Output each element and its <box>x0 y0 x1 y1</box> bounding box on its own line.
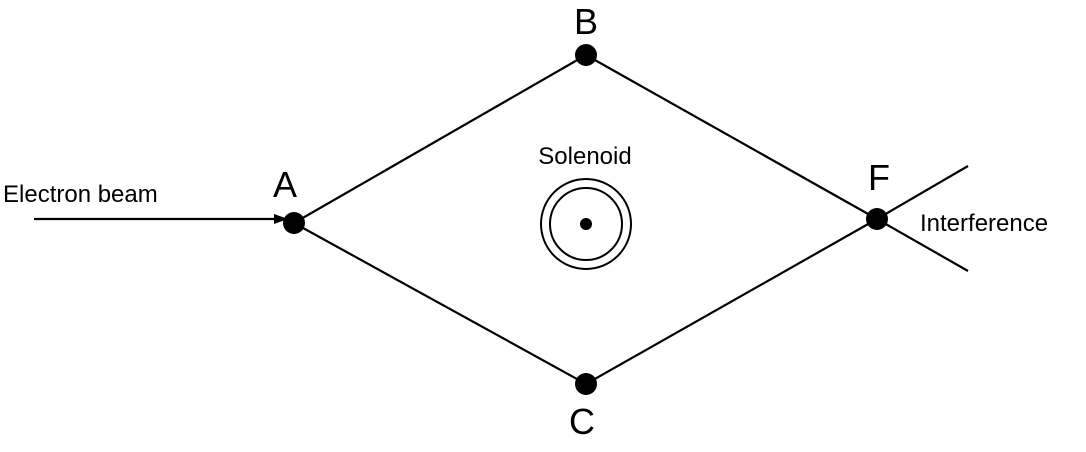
solenoid-outer-ring <box>540 178 632 270</box>
node-b <box>575 44 597 66</box>
node-f <box>866 208 888 230</box>
path-a-c <box>293 222 587 385</box>
solenoid-symbol <box>540 178 632 270</box>
node-b-label: B <box>574 1 598 42</box>
path-b-f <box>585 54 878 220</box>
solenoid-inner-ring <box>549 187 623 261</box>
interference-line-lower <box>876 218 969 272</box>
node-f-label: F <box>868 157 890 198</box>
path-a-b <box>293 54 587 224</box>
solenoid-label: Solenoid <box>538 143 631 170</box>
node-c-label: C <box>569 401 595 442</box>
node-a-label: A <box>273 164 297 205</box>
electron-beam-label: Electron beam <box>3 181 158 208</box>
interference-label: Interference <box>920 210 1048 237</box>
solenoid-center-dot <box>580 218 592 230</box>
interference-line-upper <box>876 165 969 220</box>
node-c <box>575 373 597 395</box>
path-c-f <box>585 218 878 385</box>
node-a <box>283 212 305 234</box>
